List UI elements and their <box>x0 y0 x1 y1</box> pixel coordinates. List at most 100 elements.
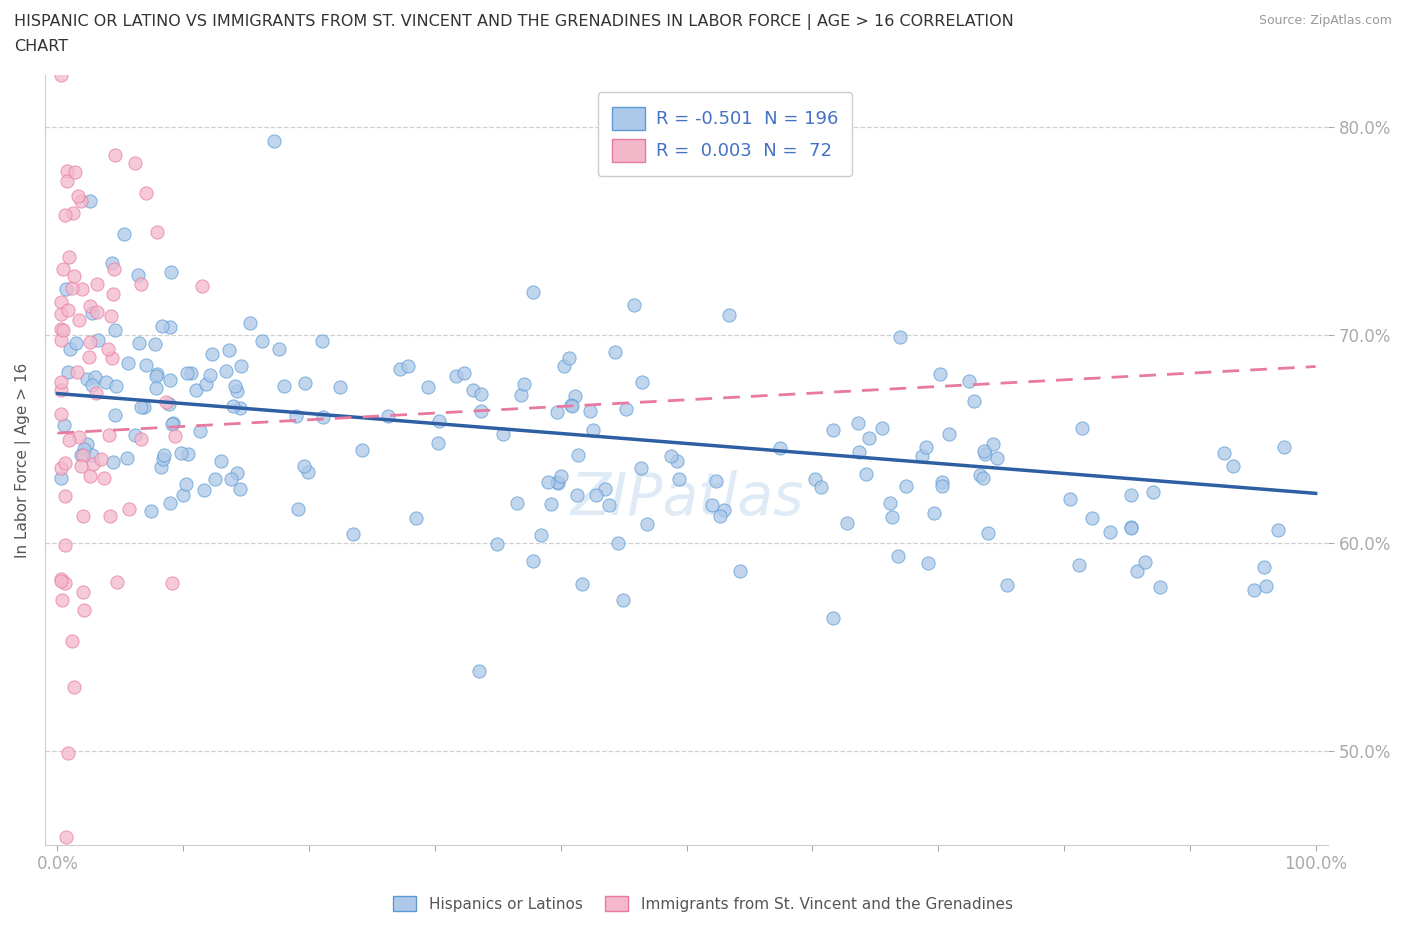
Point <box>51 68 73 83</box>
Point <box>623 298 645 312</box>
Point <box>938 427 960 442</box>
Point <box>228 482 250 497</box>
Point <box>215 364 238 379</box>
Point <box>1243 583 1265 598</box>
Point <box>922 506 945 521</box>
Point <box>969 468 991 483</box>
Point <box>79 469 101 484</box>
Point <box>614 401 637 416</box>
Point <box>1067 558 1090 573</box>
Point <box>160 417 183 432</box>
Point <box>606 536 628 551</box>
Point <box>58 365 80 380</box>
Point <box>55 282 77 297</box>
Point <box>86 333 108 348</box>
Point <box>1081 511 1104 525</box>
Point <box>1121 521 1143 536</box>
Point <box>973 444 995 458</box>
Point <box>101 256 124 271</box>
Point <box>427 435 450 450</box>
Point <box>1254 578 1277 593</box>
Point <box>540 497 562 512</box>
Point <box>58 432 80 447</box>
Point <box>82 378 104 392</box>
Point <box>631 375 654 390</box>
Point <box>388 361 411 376</box>
Point <box>963 394 986 409</box>
Point <box>180 365 202 380</box>
Point <box>821 611 844 626</box>
Point <box>1272 439 1295 454</box>
Point <box>706 473 728 488</box>
Point <box>297 465 319 480</box>
Point <box>86 304 108 319</box>
Point <box>537 474 560 489</box>
Point <box>96 375 118 390</box>
Point <box>56 174 79 189</box>
Point <box>72 447 94 462</box>
Point <box>263 134 285 149</box>
Point <box>100 309 122 324</box>
Point <box>70 193 93 208</box>
Point <box>630 461 652 476</box>
Point <box>269 341 291 356</box>
Point <box>60 280 83 295</box>
Point <box>157 396 180 411</box>
Point <box>889 329 911 344</box>
Point <box>53 488 76 503</box>
Point <box>846 416 869 431</box>
Point <box>79 349 101 364</box>
Point <box>73 603 96 618</box>
Point <box>239 316 262 331</box>
Point <box>931 474 953 489</box>
Point <box>201 347 224 362</box>
Point <box>165 428 187 443</box>
Point <box>51 406 73 421</box>
Point <box>153 447 176 462</box>
Point <box>51 332 73 347</box>
Point <box>52 323 75 338</box>
Text: ZIPatlas: ZIPatlas <box>569 470 803 527</box>
Point <box>567 487 589 502</box>
Point <box>709 509 731 524</box>
Point <box>159 320 181 335</box>
Point <box>129 432 152 447</box>
Point <box>145 366 167 381</box>
Point <box>159 373 181 388</box>
Point <box>107 574 129 589</box>
Point <box>225 383 247 398</box>
Point <box>848 445 870 459</box>
Point <box>492 427 515 442</box>
Point <box>145 380 167 395</box>
Point <box>870 420 893 435</box>
Point <box>1212 445 1234 460</box>
Point <box>222 399 245 414</box>
Point <box>174 476 197 491</box>
Y-axis label: In Labor Force | Age > 16: In Labor Force | Age > 16 <box>15 363 31 558</box>
Point <box>55 164 77 179</box>
Point <box>486 537 509 551</box>
Point <box>571 577 593 591</box>
Point <box>104 323 127 338</box>
Point <box>51 572 73 587</box>
Point <box>229 401 252 416</box>
Point <box>72 585 94 600</box>
Point <box>342 526 364 541</box>
Point <box>470 387 492 402</box>
Point <box>101 455 124 470</box>
Point <box>117 355 139 370</box>
Point <box>84 386 107 401</box>
Point <box>804 472 827 486</box>
Point <box>911 448 934 463</box>
Point <box>52 418 75 432</box>
Point <box>115 451 138 466</box>
Point <box>72 509 94 524</box>
Point <box>730 564 752 578</box>
Point <box>522 553 544 568</box>
Point <box>139 503 162 518</box>
Point <box>135 186 157 201</box>
Point <box>1126 564 1149 578</box>
Point <box>311 333 333 348</box>
Point <box>1222 458 1244 473</box>
Point <box>204 472 226 486</box>
